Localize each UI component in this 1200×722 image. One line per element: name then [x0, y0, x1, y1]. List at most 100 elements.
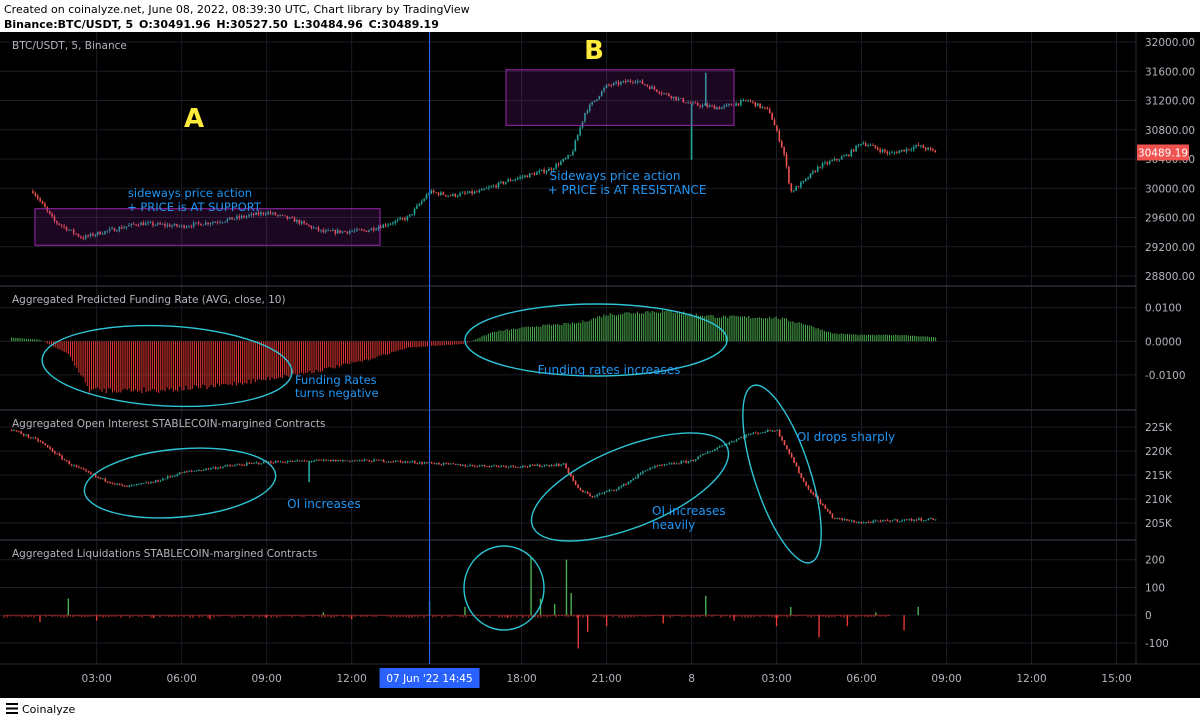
- header-high: H:30527.50: [216, 18, 288, 31]
- chart-svg[interactable]: 03:00 06:00 09:00 12:00 18:00 21:00 8 03:00 06:0…: [0, 32, 1200, 698]
- oi-candle: [788, 448, 791, 454]
- price-tick-label: 29200.00: [1145, 242, 1195, 254]
- price-candle: [233, 218, 236, 220]
- oi-candle: [34, 437, 37, 439]
- price-candle: [423, 198, 425, 202]
- oi-candle: [284, 462, 287, 464]
- price-candle: [72, 229, 75, 234]
- price-candle: [516, 178, 519, 180]
- oi-candle: [910, 518, 913, 521]
- oi-candle: [73, 465, 75, 466]
- price-candle: [171, 225, 173, 227]
- price-candle: [344, 231, 346, 233]
- oi-candle: [632, 478, 635, 481]
- oi-candle: [78, 466, 80, 468]
- price-candle: [653, 86, 656, 90]
- chart-area[interactable]: 03:00 06:00 09:00 12:00 18:00 21:00 8 03:00 06:0…: [0, 32, 1200, 698]
- oi-candle: [358, 460, 361, 461]
- oi-candle: [385, 461, 387, 463]
- price-candle: [252, 213, 255, 216]
- price-candle: [658, 91, 661, 94]
- oi-candle: [514, 466, 517, 468]
- oi-candle: [627, 481, 630, 485]
- price-candle: [435, 192, 437, 194]
- header-symbol: Binance:BTC/USDT, 5: [4, 18, 134, 31]
- oi-candle: [582, 490, 584, 493]
- price-candle: [375, 229, 377, 231]
- price-candle: [728, 104, 730, 105]
- price-candle: [668, 93, 670, 97]
- price-candle: [188, 226, 190, 228]
- oi-candle: [670, 463, 673, 464]
- oi-candle: [598, 493, 601, 495]
- oi-candle: [591, 495, 594, 497]
- oi-candle: [750, 433, 752, 435]
- price-candle: [250, 213, 253, 216]
- oi-candle: [603, 492, 606, 494]
- oi-candle: [634, 477, 637, 479]
- oi-candle: [224, 465, 227, 467]
- oi-candle: [332, 459, 335, 462]
- oi-candle: [769, 429, 771, 431]
- oi-candle: [138, 483, 140, 485]
- oi-candle: [915, 519, 918, 521]
- price-candle: [346, 231, 349, 234]
- last-price-badge: [1137, 144, 1189, 161]
- oi-candle: [721, 445, 723, 447]
- price-candle: [384, 224, 387, 226]
- oi-candle: [625, 483, 627, 485]
- axes: 03:00 06:00 09:00 12:00 18:00 21:00 8 03:00 06:0…: [12, 37, 1195, 688]
- oi-candle: [181, 472, 183, 474]
- oi-candle: [553, 465, 555, 467]
- price-candle: [713, 105, 716, 110]
- oi-candle: [798, 466, 800, 474]
- oi-candle: [258, 462, 260, 464]
- price-candle: [917, 145, 920, 146]
- oi-candle: [930, 518, 932, 520]
- price-candle: [58, 223, 61, 225]
- oi-candle: [226, 465, 229, 467]
- price-candle: [744, 99, 747, 101]
- oi-candle: [802, 477, 805, 482]
- price-candle: [178, 226, 181, 227]
- time-tick-label: 03:00: [761, 673, 791, 685]
- price-candle: [293, 217, 296, 222]
- price-candle: [507, 179, 509, 182]
- time-tick-label: 09:00: [931, 673, 961, 685]
- price-candle: [850, 149, 853, 156]
- price-candle: [764, 107, 766, 108]
- oi-candle: [493, 465, 495, 467]
- annotation-support-line2: + PRICE is AT SUPPORT: [127, 200, 262, 214]
- price-candle: [848, 154, 850, 156]
- oi-candle: [406, 461, 409, 463]
- price-candle: [574, 140, 577, 152]
- price-candle: [348, 231, 351, 234]
- price-candle: [862, 143, 865, 145]
- price-candle: [197, 222, 200, 224]
- price-candle: [200, 223, 202, 226]
- price-candle: [747, 100, 749, 102]
- price-candle: [896, 152, 898, 154]
- oi-candle: [740, 437, 743, 439]
- oi-candle: [774, 430, 776, 432]
- price-tick-label: 0.0000: [1145, 336, 1182, 348]
- price-candle: [891, 152, 893, 154]
- price-candle: [128, 225, 130, 227]
- price-candle: [819, 166, 821, 168]
- oi-candle: [351, 460, 354, 462]
- oi-candle: [567, 467, 570, 474]
- oi-candle: [706, 452, 709, 454]
- oi-candle: [370, 461, 373, 463]
- price-candle: [413, 208, 416, 215]
- oi-candle: [901, 520, 903, 522]
- price-candle: [718, 107, 721, 110]
- price-candle: [641, 80, 644, 85]
- price-candle: [735, 103, 737, 106]
- oi-candle: [555, 464, 558, 467]
- oi-candle: [171, 475, 174, 477]
- oi-candle: [522, 465, 524, 468]
- oi-candle: [394, 460, 397, 462]
- oi-candle: [601, 493, 603, 495]
- oi-candle: [106, 481, 109, 483]
- oi-candle: [80, 467, 83, 469]
